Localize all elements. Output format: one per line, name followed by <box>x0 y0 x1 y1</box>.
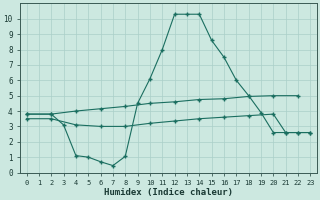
X-axis label: Humidex (Indice chaleur): Humidex (Indice chaleur) <box>104 188 233 197</box>
